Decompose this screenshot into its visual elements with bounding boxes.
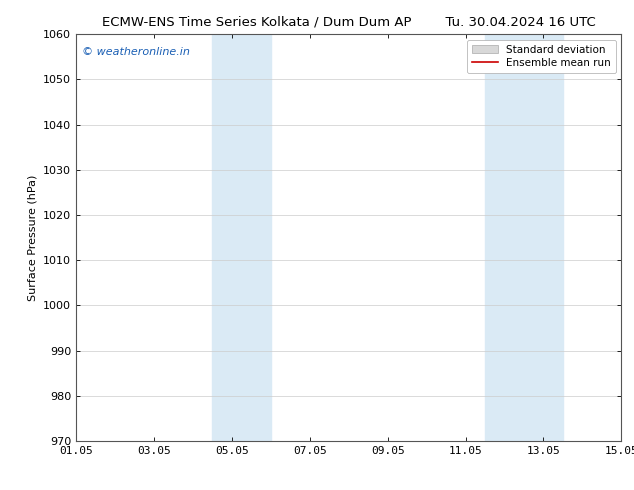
Bar [485, 34, 563, 441]
Title: ECMW-ENS Time Series Kolkata / Dum Dum AP        Tu. 30.04.2024 16 UTC: ECMW-ENS Time Series Kolkata / Dum Dum A… [102, 16, 595, 29]
Y-axis label: Surface Pressure (hPa): Surface Pressure (hPa) [27, 174, 37, 301]
Bar [212, 34, 271, 441]
Text: © weatheronline.in: © weatheronline.in [82, 47, 190, 56]
Legend: Standard deviation, Ensemble mean run: Standard deviation, Ensemble mean run [467, 40, 616, 73]
